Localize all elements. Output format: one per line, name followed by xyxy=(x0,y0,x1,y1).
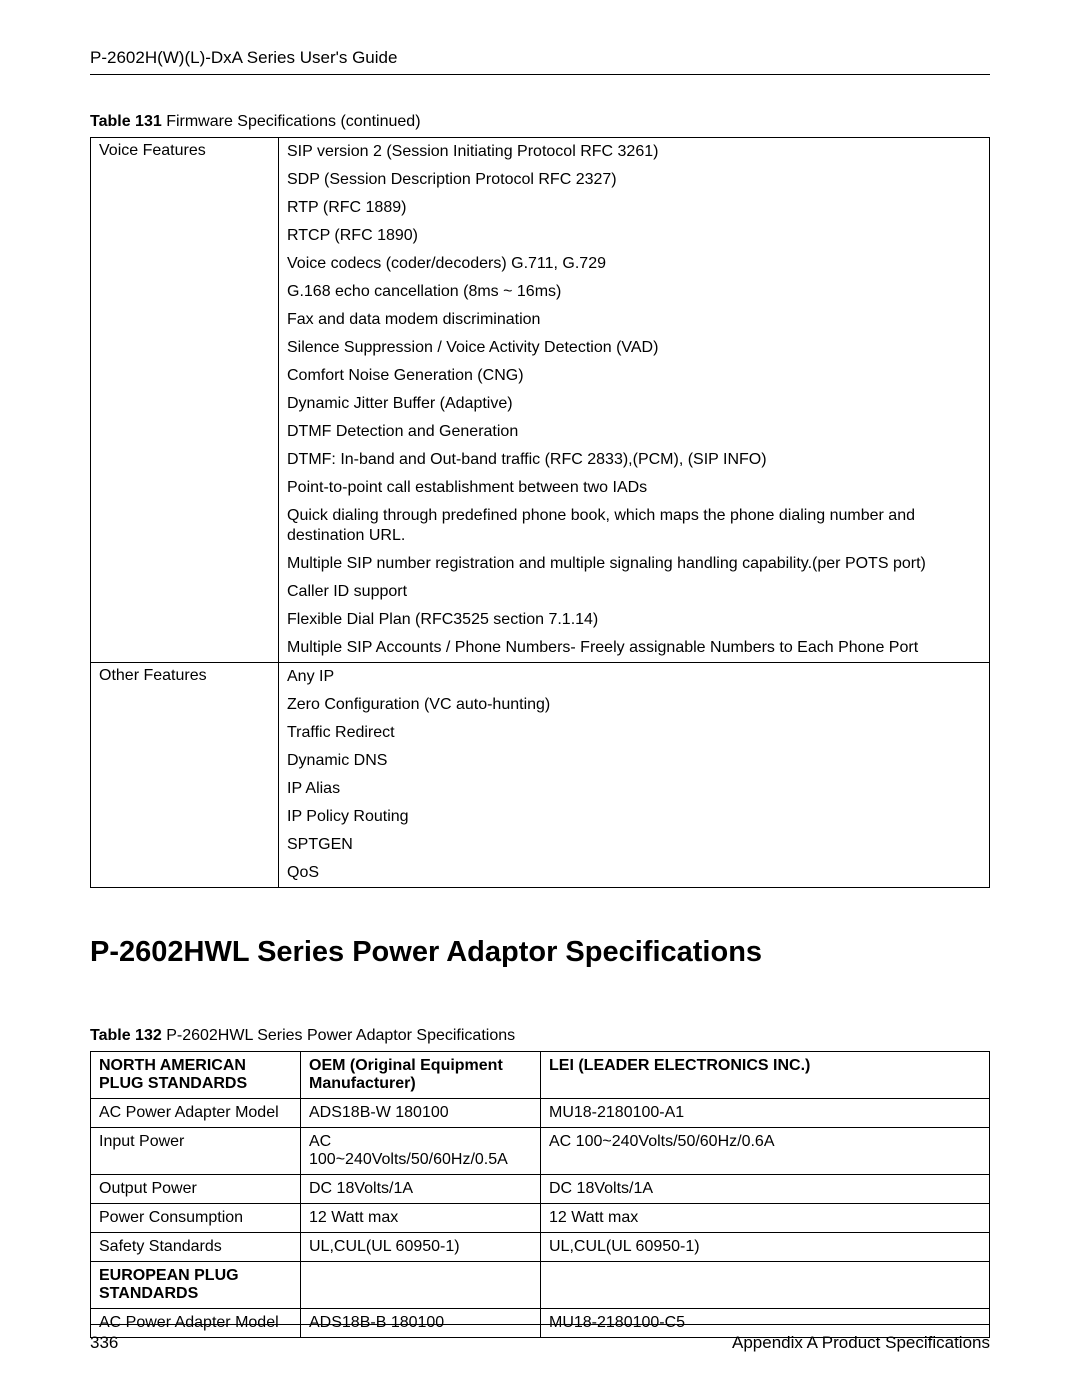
table-132-cell: AC 100~240Volts/50/60Hz/0.6A xyxy=(541,1128,990,1175)
table-row: Input PowerAC 100~240Volts/50/60Hz/0.5AA… xyxy=(91,1128,990,1175)
table-132-cell: AC 100~240Volts/50/60Hz/0.5A xyxy=(301,1128,541,1175)
table-131-item: Traffic Redirect xyxy=(279,719,989,747)
table-131-item: Caller ID support xyxy=(279,578,989,606)
section-heading: P-2602HWL Series Power Adaptor Specifica… xyxy=(90,936,990,969)
table-132-header-2: OEM (Original Equipment Manufacturer) xyxy=(301,1052,541,1099)
footer-section: Appendix A Product Specifications xyxy=(732,1333,990,1353)
table-131-caption-text: Firmware Specifications (continued) xyxy=(162,113,421,130)
table-132-caption-number: Table 132 xyxy=(90,1027,162,1044)
table-row: EUROPEAN PLUG STANDARDS xyxy=(91,1262,990,1309)
table-131-item: Any IP xyxy=(279,663,989,691)
table-row: Other FeaturesAny IPZero Configuration (… xyxy=(91,663,990,888)
page-header: P-2602H(W)(L)-DxA Series User's Guide xyxy=(90,48,990,75)
table-row: Voice FeaturesSIP version 2 (Session Ini… xyxy=(91,138,990,663)
table-131-item: SPTGEN xyxy=(279,831,989,859)
table-132-cell: Output Power xyxy=(91,1175,301,1204)
table-row: Output PowerDC 18Volts/1ADC 18Volts/1A xyxy=(91,1175,990,1204)
table-131-row-label: Voice Features xyxy=(91,138,279,663)
table-131-item: IP Policy Routing xyxy=(279,803,989,831)
table-row: Power Consumption12 Watt max12 Watt max xyxy=(91,1204,990,1233)
table-131-item: QoS xyxy=(279,859,989,887)
table-131-item: Zero Configuration (VC auto-hunting) xyxy=(279,691,989,719)
table-131-row-items: Any IPZero Configuration (VC auto-huntin… xyxy=(279,663,990,888)
table-132-caption-text: P-2602HWL Series Power Adaptor Specifica… xyxy=(162,1027,515,1044)
table-132-cell: Safety Standards xyxy=(91,1233,301,1262)
table-131-item: Dynamic DNS xyxy=(279,747,989,775)
page-footer: 336 Appendix A Product Specifications xyxy=(90,1324,990,1353)
table-132-cell: EUROPEAN PLUG STANDARDS xyxy=(91,1262,301,1309)
table-131-caption-number: Table 131 xyxy=(90,113,162,130)
table-131-item: RTCP (RFC 1890) xyxy=(279,222,989,250)
document-page: P-2602H(W)(L)-DxA Series User's Guide Ta… xyxy=(0,0,1080,1397)
table-131-item: DTMF: In-band and Out-band traffic (RFC … xyxy=(279,446,989,474)
table-131-item: Multiple SIP Accounts / Phone Numbers- F… xyxy=(279,634,989,662)
table-131-item: SDP (Session Description Protocol RFC 23… xyxy=(279,166,989,194)
table-132-cell: MU18-2180100-A1 xyxy=(541,1099,990,1128)
table-131-item: DTMF Detection and Generation xyxy=(279,418,989,446)
table-132-cell: Input Power xyxy=(91,1128,301,1175)
page-number: 336 xyxy=(90,1333,118,1353)
table-131-item: Flexible Dial Plan (RFC3525 section 7.1.… xyxy=(279,606,989,634)
table-131-item: RTP (RFC 1889) xyxy=(279,194,989,222)
table-132-cell: ADS18B-W 180100 xyxy=(301,1099,541,1128)
table-132: NORTH AMERICAN PLUG STANDARDS OEM (Origi… xyxy=(90,1051,990,1338)
table-132-cell: UL,CUL(UL 60950-1) xyxy=(301,1233,541,1262)
table-131-caption: Table 131 Firmware Specifications (conti… xyxy=(90,113,990,131)
table-132-cell: AC Power Adapter Model xyxy=(91,1099,301,1128)
table-132-cell: 12 Watt max xyxy=(541,1204,990,1233)
table-131-item: SIP version 2 (Session Initiating Protoc… xyxy=(279,138,989,166)
table-132-cell xyxy=(301,1262,541,1309)
table-132-cell: DC 18Volts/1A xyxy=(301,1175,541,1204)
table-131-item: G.168 echo cancellation (8ms ~ 16ms) xyxy=(279,278,989,306)
table-132-cell: DC 18Volts/1A xyxy=(541,1175,990,1204)
table-132-header-3: LEI (LEADER ELECTRONICS INC.) xyxy=(541,1052,990,1099)
table-131-item: IP Alias xyxy=(279,775,989,803)
table-132-cell: UL,CUL(UL 60950-1) xyxy=(541,1233,990,1262)
table-132-cell: 12 Watt max xyxy=(301,1204,541,1233)
table-132-caption: Table 132 P-2602HWL Series Power Adaptor… xyxy=(90,1027,990,1045)
table-131-item: Voice codecs (coder/decoders) G.711, G.7… xyxy=(279,250,989,278)
table-131: Voice FeaturesSIP version 2 (Session Ini… xyxy=(90,137,990,888)
table-131-row-label: Other Features xyxy=(91,663,279,888)
table-131-item: Point-to-point call establishment betwee… xyxy=(279,474,989,502)
table-131-item: Multiple SIP number registration and mul… xyxy=(279,550,989,578)
table-row: Safety StandardsUL,CUL(UL 60950-1)UL,CUL… xyxy=(91,1233,990,1262)
table-132-cell: Power Consumption xyxy=(91,1204,301,1233)
table-131-item: Comfort Noise Generation (CNG) xyxy=(279,362,989,390)
table-132-header-1: NORTH AMERICAN PLUG STANDARDS xyxy=(91,1052,301,1099)
table-131-item: Dynamic Jitter Buffer (Adaptive) xyxy=(279,390,989,418)
table-131-item: Silence Suppression / Voice Activity Det… xyxy=(279,334,989,362)
table-131-item: Quick dialing through predefined phone b… xyxy=(279,502,989,550)
table-131-row-items: SIP version 2 (Session Initiating Protoc… xyxy=(279,138,990,663)
table-131-item: Fax and data modem discrimination xyxy=(279,306,989,334)
table-row: AC Power Adapter ModelADS18B-W 180100MU1… xyxy=(91,1099,990,1128)
table-132-cell xyxy=(541,1262,990,1309)
